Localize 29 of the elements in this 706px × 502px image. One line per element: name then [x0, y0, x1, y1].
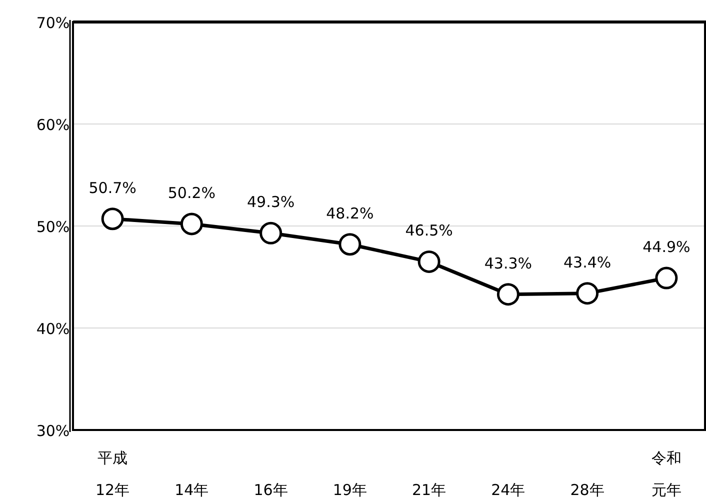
data-label: 50.2%: [168, 184, 216, 202]
x-tick-label: 14年: [174, 481, 209, 499]
point: [101, 208, 124, 230]
y-tick-label: 60%: [36, 116, 70, 134]
x-tick-label: 21年: [412, 481, 446, 499]
data-label: 43.4%: [563, 253, 612, 272]
point: [576, 282, 599, 305]
data-label: 50.7%: [88, 178, 136, 197]
y-tick-label: 40%: [36, 320, 70, 338]
y-tick-label: 70%: [36, 14, 70, 32]
x-tick-label: 19年: [332, 481, 367, 499]
y-tick-label: 50%: [36, 218, 70, 236]
point: [496, 283, 520, 306]
data-label: 48.2%: [326, 204, 374, 222]
point: [260, 222, 282, 244]
point: [655, 266, 678, 290]
data-label: 43.3%: [484, 254, 532, 272]
x-tick-label: 16年: [254, 481, 288, 499]
point: [180, 212, 203, 236]
y-tick-label: 30%: [36, 422, 70, 440]
data-label: 49.3%: [246, 193, 295, 212]
data-label: 46.5%: [405, 222, 453, 240]
x-tick-label: 24年: [491, 481, 526, 499]
x-tick-label: 令和元年: [651, 449, 682, 499]
data-label: 44.9%: [642, 238, 690, 256]
x-tick-label: 28年: [570, 481, 604, 499]
x-tick-label: 平成12年: [96, 449, 130, 499]
point: [338, 233, 362, 256]
point: [418, 250, 440, 273]
